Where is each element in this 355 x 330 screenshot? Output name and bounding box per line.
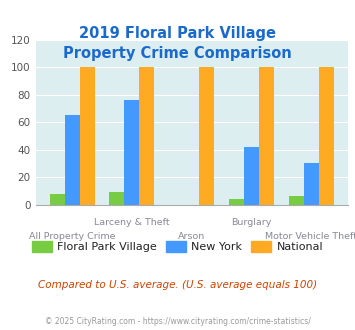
Bar	[125, 100, 140, 205]
Bar	[109, 192, 125, 205]
Bar	[304, 163, 319, 205]
Bar	[199, 67, 214, 205]
Bar	[50, 194, 65, 205]
Text: 2019 Floral Park Village
Property Crime Comparison: 2019 Floral Park Village Property Crime …	[63, 26, 292, 61]
Text: Compared to U.S. average. (U.S. average equals 100): Compared to U.S. average. (U.S. average …	[38, 280, 317, 290]
Bar	[65, 115, 80, 205]
Text: Burglary: Burglary	[231, 218, 272, 227]
Bar	[140, 67, 154, 205]
Bar	[319, 67, 334, 205]
Text: All Property Crime: All Property Crime	[29, 232, 115, 241]
Text: Motor Vehicle Theft: Motor Vehicle Theft	[265, 232, 355, 241]
Bar	[80, 67, 94, 205]
Legend: Floral Park Village, New York, National: Floral Park Village, New York, National	[27, 237, 328, 257]
Bar	[229, 199, 244, 205]
Text: © 2025 CityRating.com - https://www.cityrating.com/crime-statistics/: © 2025 CityRating.com - https://www.city…	[45, 317, 310, 326]
Text: Larceny & Theft: Larceny & Theft	[94, 218, 170, 227]
Bar	[244, 147, 259, 205]
Text: Arson: Arson	[178, 232, 205, 241]
Bar	[289, 196, 304, 205]
Bar	[259, 67, 274, 205]
